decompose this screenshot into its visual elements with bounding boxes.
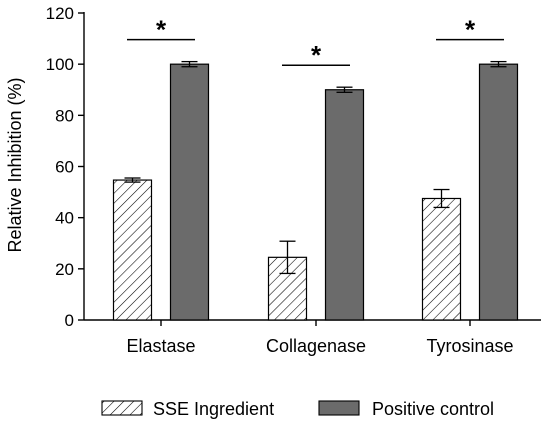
y-tick-label: 80	[55, 106, 74, 125]
legend-swatch	[101, 400, 143, 416]
significance-star: *	[311, 40, 322, 70]
y-tick-label: 0	[65, 311, 74, 330]
x-tick-label: Collagenase	[266, 336, 366, 356]
y-tick-label: 120	[46, 4, 74, 23]
bar	[324, 89, 365, 321]
legend-label: SSE Ingredient	[153, 399, 274, 419]
significance-star: *	[465, 15, 476, 45]
significance-star: *	[156, 15, 167, 45]
y-axis-title: Relative Inhibition (%)	[5, 77, 25, 252]
axes: 0 20 40 60 80 100 120 Elastase Collagenase Tyrosi…	[46, 4, 541, 356]
bar	[478, 63, 519, 321]
y-tick-label: 40	[55, 209, 74, 228]
y-tick-label: 60	[55, 158, 74, 177]
y-tick-label: 100	[46, 55, 74, 74]
y-tick-label: 20	[55, 260, 74, 279]
significance-markers: * * *	[127, 15, 504, 70]
bar	[112, 179, 153, 321]
legend: SSE Ingredient Positive control	[101, 399, 494, 419]
legend-label: Positive control	[372, 399, 494, 419]
x-tick-label: Elastase	[126, 336, 195, 356]
bars	[112, 63, 519, 321]
bar	[169, 63, 210, 321]
bar	[421, 197, 462, 321]
error-bars	[124, 60, 507, 275]
legend-swatch	[318, 400, 360, 416]
x-tick-label: Tyrosinase	[426, 336, 513, 356]
